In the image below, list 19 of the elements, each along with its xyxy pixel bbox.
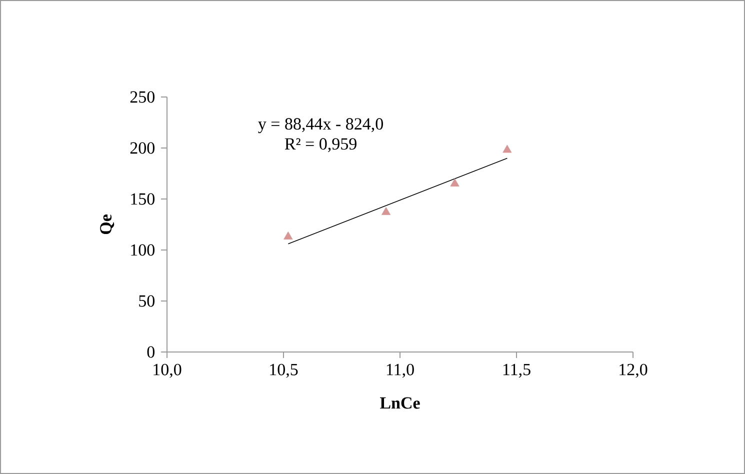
x-axis-title: LnCe [380, 397, 420, 409]
y-tick-label: 200 [130, 142, 154, 154]
x-tick-label: 10,5 [270, 364, 298, 378]
point [284, 232, 293, 240]
x-tick-label: 10,0 [154, 364, 182, 378]
x-tick-label: 11,0 [386, 364, 414, 378]
point [381, 207, 391, 215]
annotation: y = 88,44x - 824,0 [258, 118, 383, 134]
x-tick-label: 11,5 [503, 364, 530, 378]
y-axis-title: Qe [100, 214, 114, 234]
x-tick-label: 12,0 [620, 364, 648, 378]
point [450, 178, 460, 186]
y-tick-label: 250 [130, 91, 154, 103]
y-tick-label: 150 [131, 193, 154, 205]
point [502, 144, 512, 153]
y-tick-label: 50 [139, 295, 154, 307]
y-tick-label: 100 [131, 244, 154, 256]
y-tick-label: 0 [147, 346, 154, 358]
annotation: R² = 0,959 [284, 138, 356, 152]
